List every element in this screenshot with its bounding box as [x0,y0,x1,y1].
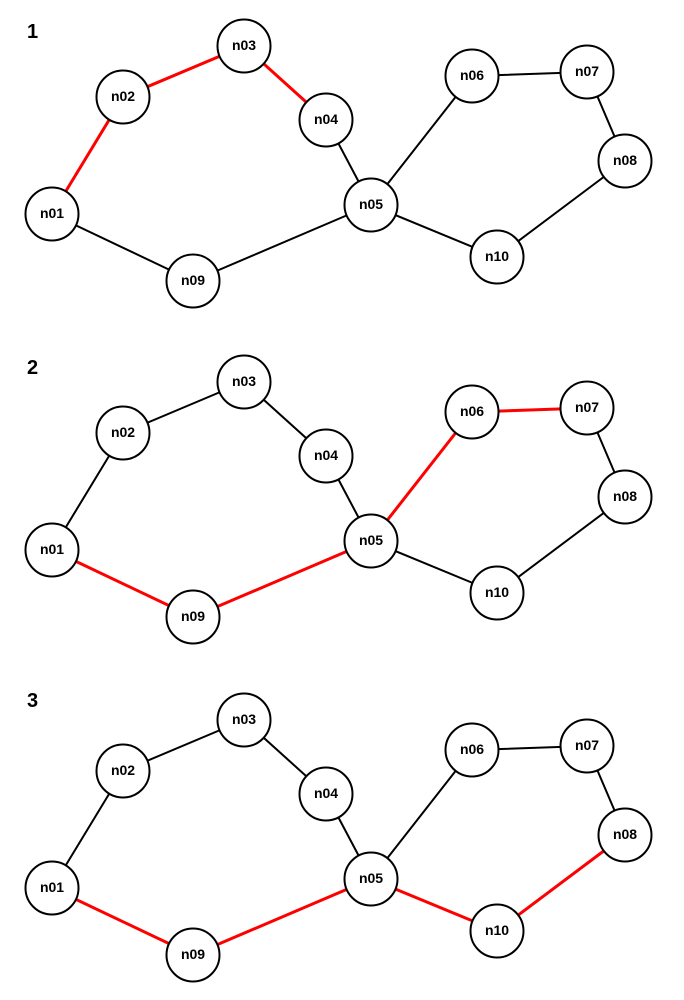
node-label-n04: n04 [314,447,338,463]
node-label-n04: n04 [314,785,338,801]
node-n05 [343,177,399,233]
diagram-label-3: 3 [27,690,38,712]
node-n08 [597,807,653,863]
node-label-n03: n03 [232,373,256,389]
node-n10 [469,565,525,621]
node-label-n06: n06 [460,741,484,757]
node-label-n09: n09 [181,608,205,624]
node-n04 [298,766,354,822]
node-n04 [298,428,354,484]
node-n07 [559,44,615,100]
node-label-n10: n10 [485,248,509,264]
node-n03 [216,692,272,748]
node-n05 [343,851,399,907]
node-label-n02: n02 [111,762,135,778]
node-label-n02: n02 [111,88,135,104]
node-n05 [343,513,399,569]
node-n07 [559,380,615,436]
node-label-n08: n08 [613,152,637,168]
node-n06 [444,48,500,104]
node-n01 [24,186,80,242]
node-label-n01: n01 [40,879,64,895]
node-n06 [444,384,500,440]
edge-n09-n05-highlighted [191,877,373,957]
node-label-n05: n05 [359,870,383,886]
node-label-n03: n03 [232,711,256,727]
node-label-n09: n09 [181,272,205,288]
diagram-label-2: 2 [27,357,38,379]
node-n09 [165,253,221,309]
node-label-n05: n05 [359,532,383,548]
edge-n09-n05 [192,204,372,282]
node-n06 [444,722,500,778]
node-label-n02: n02 [111,424,135,440]
node-label-n06: n06 [460,67,484,83]
node-n09 [165,927,221,983]
node-label-n07: n07 [575,737,599,753]
node-n07 [559,718,615,774]
node-label-n07: n07 [575,399,599,415]
node-n10 [469,903,525,959]
node-n03 [216,18,272,74]
node-n02 [95,69,151,125]
graph-diagram-3: n01 n02 n03 n04 n05 n06 n07 n08 n09 n10 [24,692,653,983]
graph-diagram-1: n01 n02 n03 n04 n05 n06 n07 n08 n09 n10 [24,18,653,309]
node-label-n07: n07 [575,63,599,79]
node-n08 [597,469,653,525]
node-n04 [298,92,354,148]
node-n01 [24,522,80,578]
node-label-n06: n06 [460,403,484,419]
node-label-n09: n09 [181,946,205,962]
node-n10 [469,229,525,285]
node-n03 [216,354,272,410]
node-label-n08: n08 [613,488,637,504]
node-label-n08: n08 [613,826,637,842]
edge-n09-n05-highlighted [191,539,373,619]
node-n02 [95,743,151,799]
node-label-n10: n10 [485,922,509,938]
node-n01 [24,860,80,916]
node-n09 [165,589,221,645]
node-label-n05: n05 [359,196,383,212]
graph-diagram-2: n01 n02 n03 n04 n05 n06 n07 n08 n09 n10 [24,354,653,645]
node-label-n04: n04 [314,111,338,127]
node-n08 [597,133,653,189]
diagram-label-1: 1 [27,21,38,43]
node-label-n03: n03 [232,37,256,53]
node-label-n01: n01 [40,205,64,221]
node-n02 [95,405,151,461]
node-label-n01: n01 [40,541,64,557]
node-label-n10: n10 [485,584,509,600]
